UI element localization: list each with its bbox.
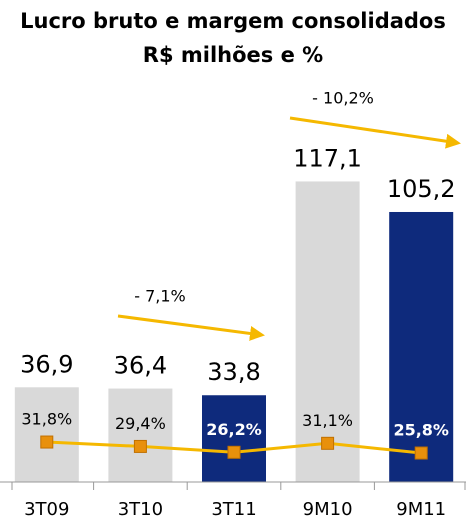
bar xyxy=(202,395,266,482)
x-tick-label: 3T09 xyxy=(24,499,69,520)
bar-value-label: 117,1 xyxy=(293,144,362,172)
annotation: - 7,1% xyxy=(134,287,186,306)
margin-marker xyxy=(227,445,241,459)
margin-label: 26,2% xyxy=(206,420,262,439)
margin-label: 31,1% xyxy=(302,411,353,430)
annotation: - 10,2% xyxy=(312,89,374,108)
bar xyxy=(14,387,79,482)
x-tick-label: 3T10 xyxy=(118,499,163,520)
bar xyxy=(295,181,360,482)
margin-marker xyxy=(133,439,147,453)
chart-title: Lucro bruto e margem consolidados xyxy=(20,9,446,33)
margin-label: 29,4% xyxy=(115,414,166,433)
arrow xyxy=(289,116,461,149)
bar-value-label: 36,9 xyxy=(20,350,73,378)
bar-value-label: 105,2 xyxy=(387,175,456,203)
margin-marker xyxy=(321,436,335,450)
x-tick-label: 9M10 xyxy=(303,499,353,520)
margin-marker xyxy=(40,435,54,449)
bar xyxy=(108,388,173,482)
margin-marker xyxy=(414,446,428,460)
x-tick-label: 3T11 xyxy=(211,499,256,520)
arrow xyxy=(117,314,265,341)
margin-label: 31,8% xyxy=(21,410,72,429)
bar xyxy=(389,211,454,482)
bar-value-label: 36,4 xyxy=(114,352,167,380)
chart-subtitle: R$ milhões e % xyxy=(143,43,323,67)
margin-label: 25,8% xyxy=(393,421,449,440)
bar-value-label: 33,8 xyxy=(207,358,260,386)
x-tick-label: 9M11 xyxy=(396,499,446,520)
